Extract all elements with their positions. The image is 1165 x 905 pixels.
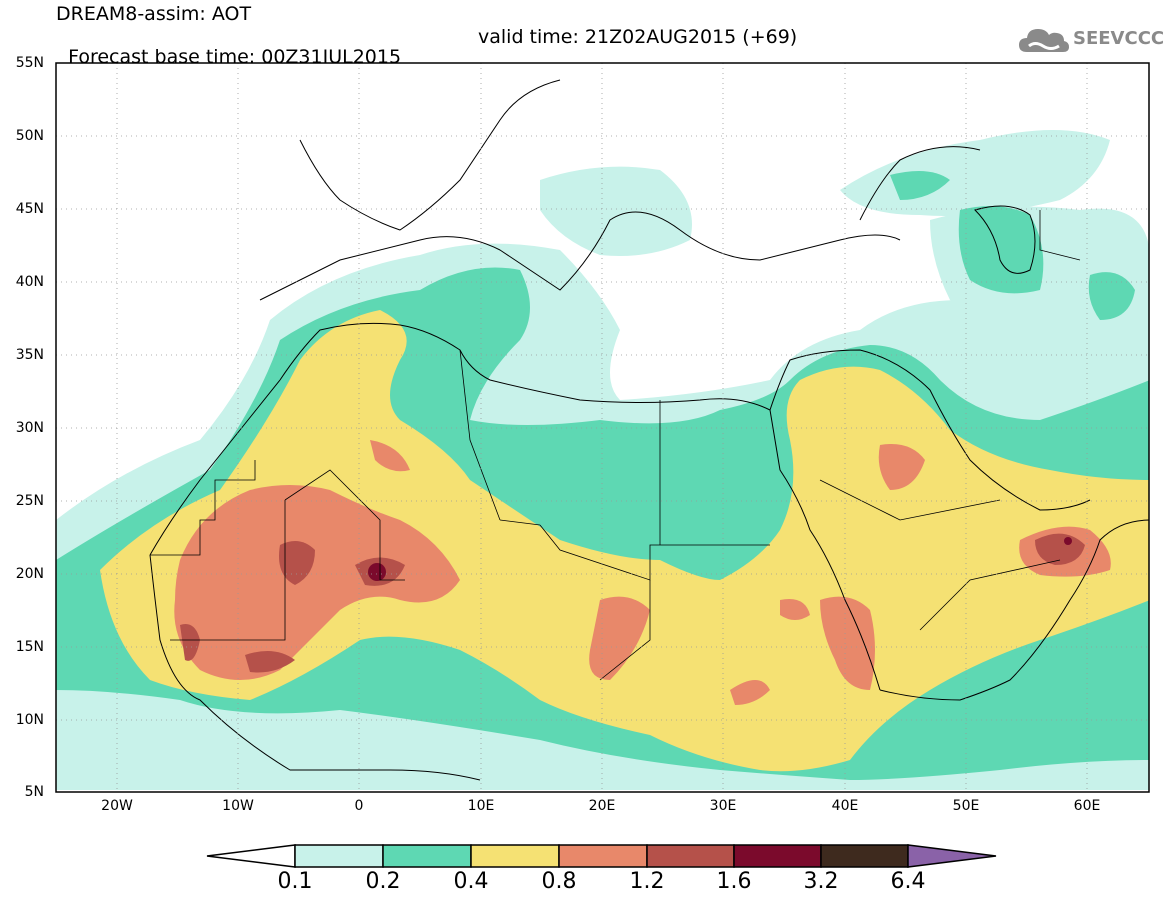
colorbar-bin-4 — [558, 844, 648, 868]
colorbar-over-arrow — [907, 844, 997, 868]
lat-label: 55N — [15, 55, 44, 71]
lon-label: 60E — [1073, 798, 1101, 814]
lon-label: 40E — [831, 798, 859, 814]
lat-label: 5N — [24, 784, 44, 800]
colorbar-bin-7 — [820, 844, 909, 868]
cloud-icon — [1019, 29, 1069, 52]
colorbar-bin-5 — [646, 844, 735, 868]
lat-label: 10N — [15, 712, 44, 728]
map-title: DREAM8-assim: AOT — [56, 3, 252, 25]
aot-level-1-2 — [180, 533, 1085, 673]
lon-label: 0 — [354, 798, 364, 814]
colorbar — [206, 844, 997, 868]
base-time: Forecast base time: 00Z31JUL2015 — [68, 46, 402, 68]
lon-label: 10W — [222, 798, 254, 814]
colorbar-label: 0.1 — [277, 869, 313, 894]
colorbar-label: 3.2 — [803, 869, 839, 894]
forecast-times: Forecast base time: 00Z31JUL2015 valid t… — [56, 27, 797, 87]
lat-label: 15N — [15, 639, 44, 655]
graticule — [56, 63, 1149, 792]
logo-text: SEEVCCC — [1073, 28, 1165, 49]
lon-label: 20W — [101, 798, 133, 814]
lat-label: 50N — [15, 128, 44, 144]
aot-level-0-4 — [100, 310, 1149, 772]
lat-label: 25N — [15, 493, 44, 509]
lon-label: 30E — [709, 798, 737, 814]
colorbar-label: 0.8 — [541, 869, 577, 894]
lat-label: 20N — [15, 566, 44, 582]
coastlines — [149, 79, 1149, 781]
lat-label: 45N — [15, 201, 44, 217]
colorbar-bin-1 — [294, 844, 384, 868]
colorbar-bin-6 — [733, 844, 822, 868]
colorbar-bin-2 — [382, 844, 472, 868]
lat-label: 30N — [15, 420, 44, 436]
lat-label: 35N — [15, 347, 44, 363]
colorbar-under-arrow — [206, 844, 296, 868]
seevccc-logo: SEEVCCC — [1017, 22, 1164, 58]
lon-label: 20E — [588, 798, 616, 814]
colorbar-label: 0.4 — [453, 869, 489, 894]
colorbar-label: 6.4 — [890, 869, 926, 894]
aot-fields — [56, 130, 1149, 790]
aot-level-1-6 — [368, 537, 1072, 581]
colorbar-bin-3 — [470, 844, 560, 868]
aot-level-0-8 — [174, 440, 1111, 705]
colorbar-label: 0.2 — [365, 869, 401, 894]
lon-label: 10E — [467, 798, 495, 814]
borders — [150, 210, 1081, 681]
map-frame — [55, 62, 1150, 793]
lon-label: 50E — [952, 798, 980, 814]
colorbar-label: 1.6 — [716, 869, 752, 894]
lat-label: 40N — [15, 274, 44, 290]
valid-time: valid time: 21Z02AUG2015 (+69) — [478, 26, 798, 48]
colorbar-label: 1.2 — [629, 869, 665, 894]
